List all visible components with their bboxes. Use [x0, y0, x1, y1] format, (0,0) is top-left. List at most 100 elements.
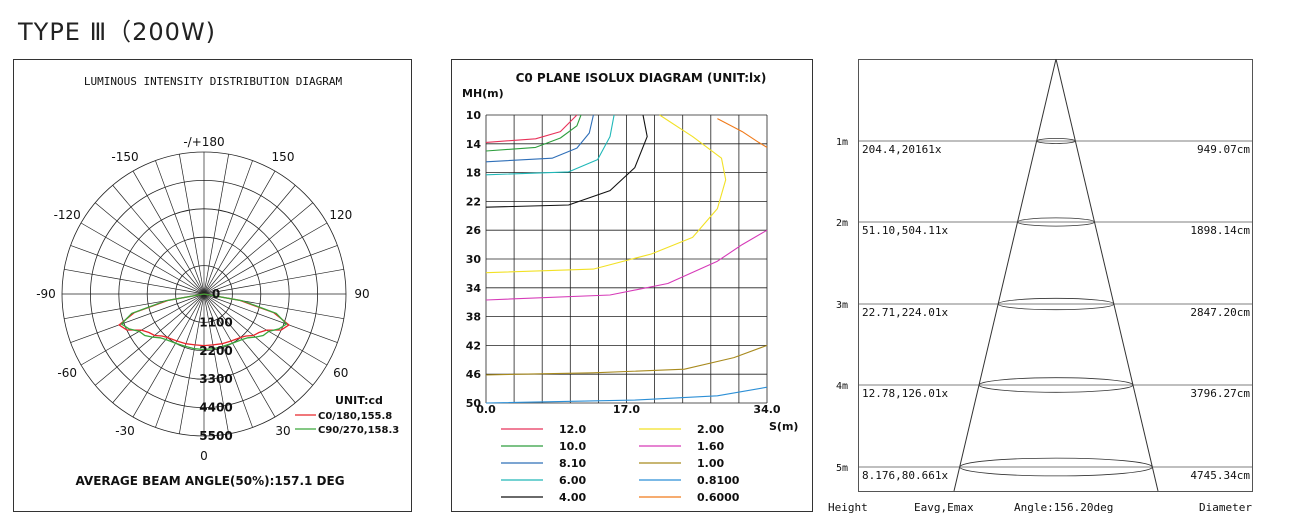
- cone-row-height: 1m: [836, 137, 848, 148]
- isolux-chart-panel: C0 PLANE ISOLUX DIAGRAM (UNIT:lx) MH(m) …: [451, 59, 813, 512]
- cone-row-height: 2m: [836, 218, 848, 229]
- cone-ellipse: [1036, 138, 1076, 144]
- isolux-legend: 12.0 10.0 8.10 6.00 4.00 2.00 1.60 1.00 0.8100 0.…: [501, 423, 740, 504]
- polar-radial-label: 4400: [199, 401, 232, 415]
- cone-edge-right: [1055, 58, 1159, 492]
- polar-angle-label: 30: [275, 424, 290, 438]
- isolux-legend-label: 4.00: [559, 491, 586, 504]
- isolux-legend-label: 8.10: [559, 457, 586, 470]
- polar-spoke: [70, 245, 205, 295]
- polar-spoke: [112, 184, 205, 295]
- isolux-curves: [485, 114, 768, 404]
- polar-angle-label: -60: [57, 366, 77, 380]
- polar-spoke: [64, 268, 205, 295]
- isolux-legend-label: 10.0: [559, 440, 586, 453]
- cone-ellipse: [959, 457, 1153, 477]
- isolux-curve: [485, 114, 594, 163]
- isolux-curve: [485, 386, 768, 404]
- polar-spoke: [203, 202, 314, 295]
- isolux-y-tick: 14: [466, 138, 482, 151]
- polar-legend-c90-label: C90/270,158.3: [318, 425, 399, 436]
- cone-footer-angle: Angle:156.20deg: [1014, 501, 1113, 514]
- cone-ellipse: [997, 297, 1115, 311]
- cone-row-values: 12.78,126.01x: [862, 387, 948, 400]
- isolux-curve: [485, 114, 578, 143]
- polar-radial-label: 0: [212, 287, 220, 301]
- polar-legend-c0-label: C0/180,155.8: [318, 411, 392, 422]
- isolux-y-tick: 42: [466, 339, 481, 352]
- cone-row-diameter: 1898.14cm: [1190, 224, 1250, 237]
- polar-radial-label: 5500: [199, 429, 232, 443]
- polar-angle-label: 120: [329, 208, 352, 222]
- isolux-curve: [485, 114, 727, 274]
- polar-beam-angle: AVERAGE BEAM ANGLE(50%):157.1 DEG: [75, 474, 344, 488]
- polar-angle-label: -90: [36, 287, 56, 301]
- polar-curve-c90: [120, 293, 288, 351]
- cone-footer-height: Height: [828, 501, 868, 514]
- polar-spoke: [155, 293, 205, 428]
- isolux-legend-label: 6.00: [559, 474, 586, 487]
- isolux-legend-label: 2.00: [697, 423, 724, 436]
- isolux-y-tick: 10: [466, 109, 482, 122]
- cone-rows: 1m 204.4,20161x 949.07cm 2m 51.10,504.11x 189…: [836, 137, 1250, 482]
- cone-row-height: 4m: [836, 381, 848, 392]
- polar-spoke: [203, 154, 230, 295]
- cone-ellipse: [978, 377, 1134, 393]
- cone-footer-eavg: Eavg,Emax: [914, 501, 974, 514]
- cone-row-diameter: 949.07cm: [1197, 143, 1250, 156]
- isolux-x-tick: 0.0: [476, 403, 496, 416]
- polar-spoke: [112, 293, 205, 404]
- polar-spoke: [94, 293, 205, 386]
- polar-angle-label: -150: [111, 150, 138, 164]
- isolux-ticks: 10 14 18 22 26 30 34 38 42 46 500.0 17.0 34.0: [466, 109, 781, 416]
- polar-spoke: [203, 293, 276, 418]
- polar-radial-label: 1100: [199, 315, 232, 329]
- polar-radial-label: 3300: [199, 372, 232, 386]
- isolux-curve: [717, 118, 768, 148]
- isolux-curve: [485, 114, 648, 208]
- isolux-legend-label: 12.0: [559, 423, 586, 436]
- isolux-grid: [485, 114, 768, 404]
- polar-spoke: [203, 170, 276, 295]
- isolux-y-tick: 38: [466, 311, 481, 324]
- isolux-curve: [485, 114, 615, 176]
- polar-angle-labels: -/+180 150 120 90 60 30 0 -30 -60 -90 -120 -150: [36, 135, 369, 463]
- polar-grid: [61, 151, 347, 437]
- cone-edge-left: [953, 58, 1057, 492]
- polar-spoke: [203, 293, 230, 434]
- polar-spoke: [132, 170, 205, 295]
- polar-angle-label: -120: [54, 208, 81, 222]
- cone-row-values: 8.176,80.661x: [862, 469, 948, 482]
- cone-row-height: 3m: [836, 300, 848, 311]
- isolux-curve: [485, 344, 768, 376]
- polar-legend-c90: C90/270,158.3: [295, 425, 399, 436]
- polar-chart: LUMINOUS INTENSITY DISTRIBUTION DIAGRAM …: [13, 59, 412, 512]
- isolux-y-tick: 30: [466, 253, 482, 266]
- cone-diagram-panel: 1m 204.4,20161x 949.07cm 2m 51.10,504.11x 189…: [826, 58, 1256, 519]
- cone-lines: [859, 58, 1252, 492]
- polar-spoke: [203, 184, 296, 295]
- polar-spoke: [203, 293, 296, 404]
- polar-spoke: [203, 293, 314, 386]
- polar-spoke: [203, 245, 338, 295]
- isolux-legend-label: 1.00: [697, 457, 724, 470]
- polar-chart-panel: LUMINOUS INTENSITY DISTRIBUTION DIAGRAM …: [13, 59, 412, 512]
- cone-row-values: 51.10,504.11x: [862, 224, 948, 237]
- polar-spoke: [80, 293, 205, 366]
- cone-footer-diameter: Diameter: [1199, 501, 1252, 514]
- isolux-chart: C0 PLANE ISOLUX DIAGRAM (UNIT:lx) MH(m) …: [451, 59, 813, 512]
- isolux-curve: [485, 229, 768, 301]
- polar-curves: [118, 293, 290, 351]
- isolux-x-tick: 34.0: [753, 403, 780, 416]
- isolux-y-tick: 22: [466, 195, 481, 208]
- polar-spoke: [178, 154, 205, 295]
- polar-angle-label: -30: [115, 424, 135, 438]
- polar-unit: UNIT:cd: [335, 394, 383, 407]
- isolux-x-tick: 17.0: [613, 403, 640, 416]
- polar-spoke: [203, 293, 253, 428]
- polar-spoke: [203, 293, 338, 343]
- isolux-y-tick: 50: [466, 397, 482, 410]
- isolux-y-tick: 26: [466, 224, 482, 237]
- isolux-y-tick: 18: [466, 167, 481, 180]
- polar-spoke: [132, 293, 205, 418]
